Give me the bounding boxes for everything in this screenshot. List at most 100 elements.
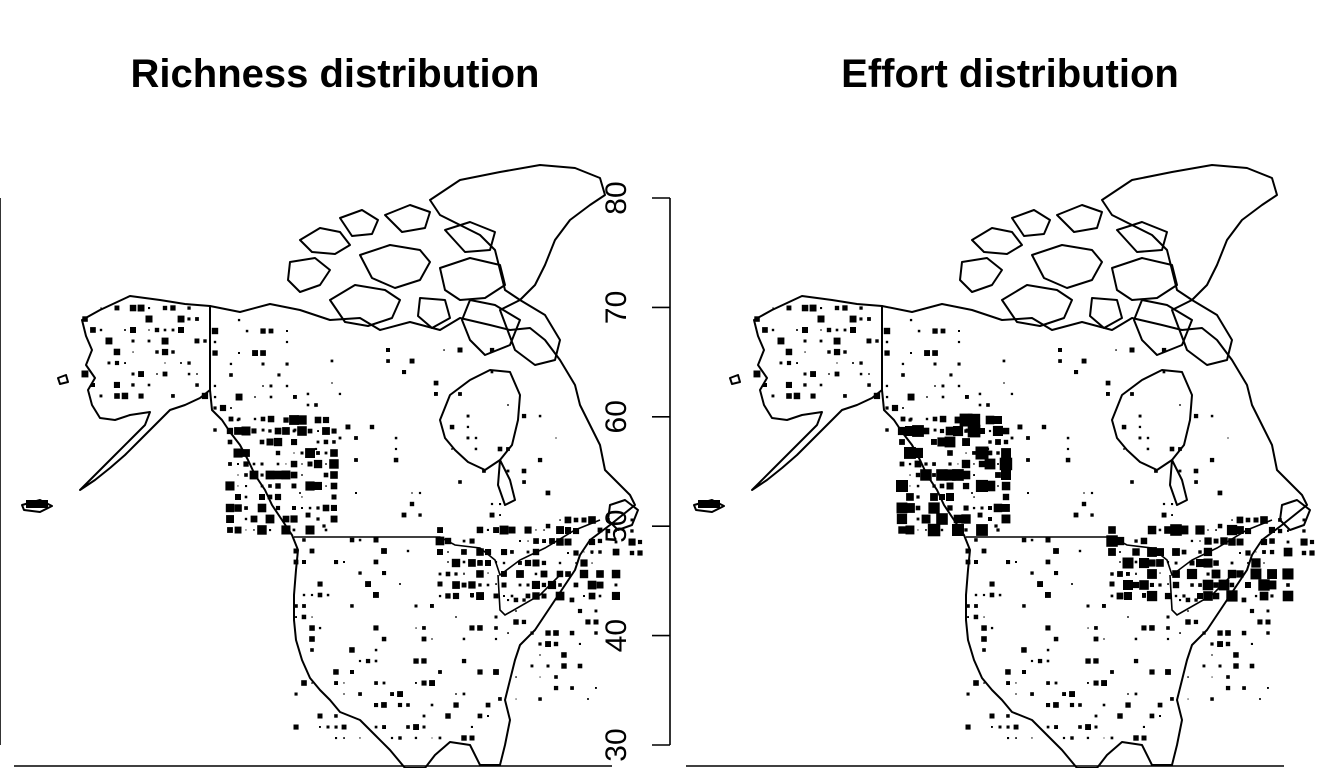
grid-cell-marker (579, 569, 589, 579)
grid-cell-marker (1245, 517, 1251, 523)
grid-cell-marker (1179, 525, 1189, 535)
grid-cell-marker (842, 305, 848, 311)
grid-cell-marker (486, 528, 489, 531)
grid-cell-marker (325, 463, 327, 465)
grid-cell-marker (532, 559, 540, 567)
grid-cell-marker (580, 559, 588, 567)
grid-cell-marker (213, 384, 217, 388)
grid-cell-marker (884, 350, 890, 356)
grid-cell-marker (1021, 537, 1027, 543)
grid-cell-marker (195, 383, 199, 387)
grid-cell-marker (1147, 569, 1157, 579)
grid-cell-marker (90, 327, 96, 333)
grid-cell-marker (114, 360, 120, 366)
grid-cell-marker (457, 347, 463, 353)
grid-cell-marker (302, 538, 306, 542)
grid-cell-marker (499, 514, 501, 516)
grid-cell-marker (234, 504, 242, 512)
grid-cell-marker (785, 348, 793, 356)
grid-cell-marker (961, 470, 971, 480)
grid-cell-marker (1030, 538, 1034, 542)
grid-cell-marker (1108, 526, 1116, 534)
grid-cell-marker (982, 593, 986, 597)
grid-cell-marker (398, 736, 402, 740)
grid-cell-marker (1046, 648, 1050, 652)
grid-cell-marker (539, 654, 541, 656)
grid-cell-marker (438, 572, 442, 576)
grid-cell-marker (461, 658, 467, 664)
grid-cell-marker (573, 582, 579, 588)
grid-cell-marker (1286, 540, 1290, 544)
grid-cell-marker (463, 572, 465, 574)
grid-cell-marker (124, 329, 126, 331)
grid-cell-marker (581, 517, 587, 523)
grid-cell-marker (516, 570, 524, 578)
grid-cell-marker (859, 306, 863, 310)
grid-cell-marker (343, 737, 345, 739)
grid-cell-marker (487, 572, 489, 574)
grid-cell-marker (451, 558, 461, 568)
grid-cell-marker (991, 726, 993, 728)
grid-cell-marker (1249, 608, 1255, 614)
grid-cell-marker (1225, 641, 1231, 647)
grid-cell-marker (292, 506, 296, 510)
grid-cell-marker (510, 550, 514, 554)
grid-cell-marker (1090, 513, 1094, 517)
grid-cell-marker (355, 492, 357, 494)
grid-cell-marker (554, 675, 558, 679)
grid-cell-marker (936, 469, 948, 481)
grid-cell-marker (1085, 724, 1091, 730)
grid-cell-marker (989, 581, 995, 587)
grid-cell-marker (1217, 490, 1223, 496)
grid-cell-marker (859, 317, 863, 321)
grid-cell-marker (290, 515, 298, 523)
grid-cell-marker (438, 594, 442, 598)
grid-cell-marker (932, 328, 938, 334)
grid-cell-marker (827, 350, 831, 354)
grid-cell-marker (1195, 525, 1205, 535)
grid-cell-marker (444, 537, 452, 545)
grid-cell-marker (961, 459, 971, 469)
grid-cell-marker (1090, 491, 1094, 495)
grid-cell-marker (1103, 638, 1105, 640)
grid-cell-marker (1169, 446, 1175, 452)
grid-cell-marker (1117, 713, 1123, 719)
grid-cell-marker (155, 350, 159, 354)
grid-cell-marker (297, 426, 307, 436)
grid-cell-marker (539, 676, 541, 678)
grid-cell-marker (1093, 636, 1099, 642)
grid-cell-marker (555, 437, 557, 439)
grid-cell-marker (113, 348, 121, 356)
grid-cell-marker (251, 428, 257, 434)
grid-cell-marker (331, 428, 337, 434)
grid-cell-marker (502, 561, 506, 565)
grid-cell-marker (501, 582, 507, 588)
grid-cell-marker (966, 604, 970, 608)
grid-cell-marker (318, 626, 322, 630)
grid-cell-marker (1065, 457, 1071, 463)
grid-cell-marker (964, 528, 968, 532)
grid-cell-marker (455, 693, 457, 695)
grid-cell-marker (401, 512, 407, 518)
grid-cell-marker (928, 502, 940, 514)
grid-cell-marker (533, 538, 539, 544)
grid-cell-marker (1260, 538, 1268, 546)
grid-cell-marker (990, 626, 994, 630)
grid-cell-marker (267, 494, 273, 500)
grid-cell-marker (418, 513, 422, 517)
grid-cell-marker (297, 415, 307, 425)
grid-cell-marker (1062, 736, 1066, 740)
grid-cell-marker (1229, 582, 1235, 588)
grid-cell-marker (301, 496, 303, 498)
grid-cell-marker (283, 417, 289, 423)
grid-cell-marker (213, 340, 217, 344)
grid-cell-marker (148, 307, 151, 310)
grid-cell-marker (1007, 737, 1010, 740)
grid-cell-marker (274, 427, 282, 435)
grid-cell-marker (1171, 514, 1173, 516)
grid-cell-marker (508, 526, 516, 534)
grid-cell-marker (1266, 631, 1270, 635)
grid-cell-marker (1094, 626, 1098, 630)
grid-cell-marker (1127, 616, 1129, 618)
grid-cell-marker (1245, 550, 1251, 556)
